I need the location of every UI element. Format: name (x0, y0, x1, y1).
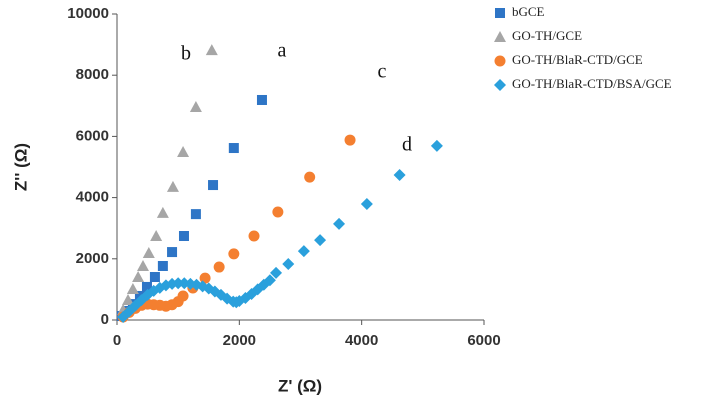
annotation: d (402, 134, 412, 156)
x-tick-label: 6000 (467, 332, 500, 349)
point (213, 261, 225, 273)
point (117, 310, 130, 323)
point (282, 258, 295, 271)
y-tick-label: 4000 (76, 189, 109, 206)
point (270, 266, 283, 279)
x-tick-label: 2000 (223, 332, 256, 349)
point (178, 231, 189, 242)
point (304, 171, 316, 183)
point (228, 248, 240, 260)
annotation: b (181, 43, 191, 65)
point (333, 217, 346, 230)
point (297, 245, 310, 258)
legend-label: GO-TH/BlaR-CTD/GCE (512, 52, 643, 67)
point (189, 101, 202, 113)
x-tick-label: 4000 (345, 332, 378, 349)
annotation: c (378, 61, 387, 83)
legend-marker (494, 55, 506, 67)
point (142, 246, 155, 258)
x-tick-label: 0 (113, 332, 121, 349)
point (156, 206, 169, 218)
y-tick-label: 2000 (76, 250, 109, 267)
annotation: a (278, 40, 287, 62)
point (126, 282, 139, 294)
point (123, 305, 136, 318)
legend-marker (494, 31, 506, 42)
point (149, 272, 160, 283)
point (150, 230, 163, 242)
x-axis-title: Z' (Ω) (278, 376, 322, 395)
point (141, 281, 152, 292)
point (228, 143, 239, 154)
point (393, 168, 406, 181)
point (157, 260, 168, 271)
y-axis-title: Z'' (Ω) (11, 143, 30, 191)
point (430, 139, 443, 152)
point (132, 271, 145, 283)
point (360, 198, 373, 211)
point (178, 277, 191, 290)
point (190, 209, 201, 220)
legend-label: bGCE (512, 4, 545, 19)
legend-label: GO-TH/GCE (512, 28, 582, 43)
point (208, 180, 219, 191)
point (256, 94, 267, 105)
y-tick-label: 10000 (67, 5, 109, 22)
legend-marker (495, 8, 505, 18)
y-tick-label: 6000 (76, 127, 109, 144)
point (122, 293, 135, 305)
point (167, 247, 178, 258)
point (248, 230, 260, 242)
point (177, 146, 190, 158)
legend-marker (494, 79, 506, 91)
y-tick-label: 8000 (76, 66, 109, 83)
point (136, 259, 149, 271)
point (272, 206, 284, 218)
point (205, 44, 218, 56)
point (166, 180, 179, 192)
y-tick-label: 0 (101, 311, 109, 328)
point (314, 234, 327, 247)
legend-label: GO-TH/BlaR-CTD/BSA/GCE (512, 76, 672, 91)
point (344, 134, 356, 146)
